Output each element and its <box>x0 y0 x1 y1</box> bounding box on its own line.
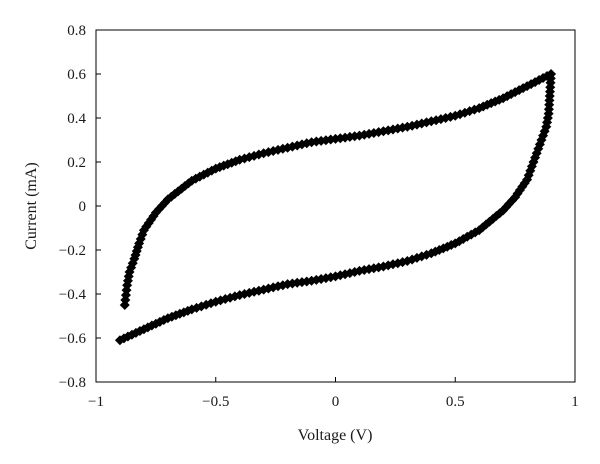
y-tick-label: 0.2 <box>67 155 86 171</box>
x-tick-label: 1 <box>571 394 579 410</box>
data-point <box>119 300 130 310</box>
data-point <box>253 149 264 160</box>
x-axis-ticks: −1 −0.5 0 0.5 1 <box>88 377 579 410</box>
y-tick-label: −0.2 <box>59 243 86 259</box>
data-series <box>114 69 557 346</box>
y-tick-label: 0.4 <box>67 111 86 127</box>
data-point <box>130 249 141 260</box>
y-tick-label: 0.6 <box>67 67 86 83</box>
data-point <box>127 258 138 269</box>
x-axis-label: Voltage (V) <box>298 427 373 444</box>
x-tick-label: 0.5 <box>446 394 465 410</box>
y-axis-ticks: 0.8 0.6 0.4 0.2 0 −0.2 −0.4 −0.6 −0.8 <box>59 23 101 391</box>
x-tick-label: −1 <box>88 394 104 410</box>
y-tick-label: −0.6 <box>59 331 87 347</box>
x-tick-label: −0.5 <box>202 394 229 410</box>
data-point <box>407 254 418 265</box>
data-point <box>123 271 134 282</box>
y-tick-label: −0.8 <box>59 375 86 391</box>
y-tick-label: −0.4 <box>59 287 87 303</box>
y-tick-label: 0 <box>79 199 87 215</box>
data-point <box>411 119 422 130</box>
data-point <box>411 252 422 263</box>
x-tick-label: 0 <box>332 394 340 410</box>
y-axis-label: Current (mA) <box>23 162 40 250</box>
y-tick-label: 0.8 <box>67 23 86 39</box>
